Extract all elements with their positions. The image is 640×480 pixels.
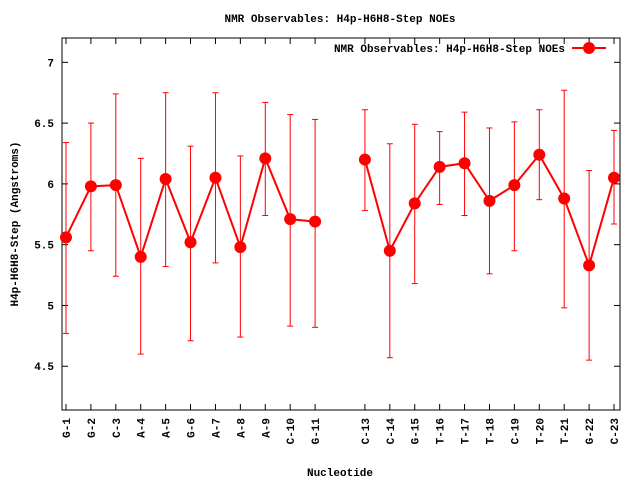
data-point bbox=[533, 148, 546, 161]
data-point bbox=[483, 194, 496, 207]
data-point bbox=[284, 213, 297, 226]
data-point bbox=[259, 152, 272, 165]
data-point bbox=[583, 259, 596, 272]
axes: 4.5 5 5.5 6 6.5 7 G-1 G-2 C-3 A-4 A-5 G-6 A-7 A-8 A-9 C… bbox=[34, 38, 622, 444]
data-point bbox=[59, 231, 72, 244]
data-point bbox=[508, 179, 521, 192]
y-tick-label: 6 bbox=[47, 180, 54, 192]
x-axis-label: Nucleotide bbox=[307, 468, 373, 480]
x-tick-label: C-19 bbox=[510, 418, 522, 444]
x-tick-label: T-18 bbox=[485, 418, 497, 445]
y-axis-label: H4p-H6H8-Step (Angstroms) bbox=[10, 141, 22, 306]
y-tick-label: 5.5 bbox=[34, 241, 54, 253]
x-tick-label: C-23 bbox=[610, 418, 622, 445]
x-tick-label: G-11 bbox=[311, 418, 323, 445]
data-point bbox=[134, 250, 147, 263]
x-tick-label: C-3 bbox=[112, 418, 124, 438]
x-tick-label: G-1 bbox=[62, 418, 74, 438]
x-tick-label: C-10 bbox=[286, 418, 298, 444]
data-point bbox=[358, 153, 371, 166]
x-tick-label: A-7 bbox=[211, 418, 223, 438]
plot-frame bbox=[61, 37, 621, 411]
x-tick-label: A-9 bbox=[261, 418, 273, 438]
data-point bbox=[608, 171, 621, 184]
x-tick-label: T-21 bbox=[560, 418, 572, 445]
legend-label: NMR Observables: H4p-H6H8-Step NOEs bbox=[334, 44, 565, 56]
legend-marker-sample bbox=[583, 42, 595, 54]
chart-title: NMR Observables: H4p-H6H8-Step NOEs bbox=[224, 14, 455, 26]
x-tick-label: T-16 bbox=[436, 418, 448, 444]
data-point bbox=[408, 197, 421, 210]
x-tick-label: G-2 bbox=[87, 418, 99, 438]
data-point bbox=[558, 192, 571, 205]
y-tick-label: 7 bbox=[47, 58, 54, 70]
legend: NMR Observables: H4p-H6H8-Step NOEs bbox=[334, 42, 606, 56]
data-point bbox=[84, 180, 97, 193]
y-tick-label: 6.5 bbox=[34, 119, 54, 131]
data-point bbox=[184, 236, 197, 249]
x-tick-label: C-14 bbox=[386, 418, 398, 445]
x-tick-label: T-20 bbox=[535, 418, 547, 444]
x-tick-label: C-13 bbox=[361, 418, 373, 445]
y-tick-label: 5 bbox=[47, 301, 54, 313]
data-marks bbox=[59, 89, 621, 361]
y-tick-label: 4.5 bbox=[34, 362, 54, 374]
data-point bbox=[383, 244, 396, 257]
data-point bbox=[458, 157, 471, 170]
data-point bbox=[309, 215, 322, 228]
data-point bbox=[234, 241, 247, 254]
x-tick-label: G-6 bbox=[187, 418, 199, 438]
x-tick-label: G-22 bbox=[585, 418, 597, 444]
data-point bbox=[433, 160, 446, 173]
x-tick-label: G-15 bbox=[411, 418, 423, 445]
x-tick-label: A-5 bbox=[162, 418, 174, 438]
x-tick-label: A-4 bbox=[137, 418, 149, 438]
data-point bbox=[109, 179, 122, 192]
data-point bbox=[159, 173, 172, 186]
x-tick-label: A-8 bbox=[236, 418, 248, 438]
x-tick-label: T-17 bbox=[461, 418, 473, 444]
data-point bbox=[209, 171, 222, 184]
